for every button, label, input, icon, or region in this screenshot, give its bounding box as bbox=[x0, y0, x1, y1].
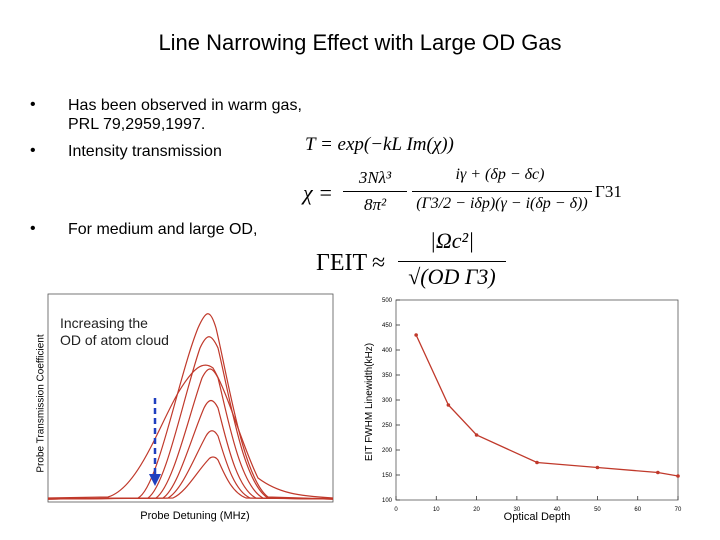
y-tick-label: 450 bbox=[382, 323, 393, 329]
chi-frac1-line bbox=[343, 191, 407, 192]
linewidth-data-point bbox=[656, 470, 660, 475]
spectrum-curve-4 bbox=[47, 368, 334, 500]
y-tick-label: 100 bbox=[382, 498, 393, 504]
bullet-1-line-1: Has been observed in warm gas, bbox=[68, 97, 302, 114]
chi-den1: 8π² bbox=[363, 195, 387, 214]
linewidth-data-point bbox=[535, 460, 539, 465]
eit-frac-line bbox=[398, 261, 506, 262]
linewidth-series-points bbox=[414, 333, 680, 478]
chi-num1: 3Nλ³ bbox=[358, 168, 392, 187]
chart-ylabel: EIT FWHM Linewidth(kHz) bbox=[364, 343, 375, 461]
bullet-marker-2: • bbox=[30, 142, 36, 159]
spectrum-curve-1 bbox=[47, 364, 334, 499]
eit-lhs: ΓEIT bbox=[316, 250, 368, 276]
spectra-curves bbox=[47, 313, 334, 500]
od-annotation: Increasing the OD of atom cloud bbox=[60, 315, 169, 349]
y-tick-label: 400 bbox=[382, 348, 393, 354]
spectrum-curve-5 bbox=[47, 399, 334, 500]
x-tick-label: 70 bbox=[675, 507, 682, 513]
bullet-marker-3: • bbox=[30, 220, 36, 237]
transmission-spectra-plot bbox=[47, 293, 334, 503]
eit-num: |Ωc²| bbox=[429, 228, 475, 253]
chart-frame bbox=[395, 299, 679, 501]
x-tick-label: 20 bbox=[473, 507, 480, 513]
x-tick-label: 50 bbox=[594, 507, 601, 513]
bullet-marker-1: • bbox=[30, 96, 36, 113]
chi-factor: Γ31 bbox=[595, 182, 622, 201]
y-tick-label: 300 bbox=[382, 398, 393, 404]
linewidth-data-point bbox=[446, 403, 451, 407]
od-annotation-line-2: OD of atom cloud bbox=[60, 332, 169, 348]
y-tick-label: 200 bbox=[382, 448, 393, 454]
chi-num2: iγ + (δp − δc) bbox=[455, 166, 545, 183]
spectrum-curve-7 bbox=[47, 456, 334, 500]
bullet-text-3: For medium and large OD, bbox=[68, 221, 258, 238]
bullet-text-2: Intensity transmission bbox=[68, 143, 222, 160]
spectrum-curve-2 bbox=[47, 313, 334, 500]
x-tick-label: 0 bbox=[394, 507, 398, 513]
linewidth-data-point bbox=[676, 474, 680, 478]
x-tick-label: 40 bbox=[554, 507, 561, 513]
bullet-1-line-2: PRL 79,2959,1997. bbox=[68, 116, 206, 133]
eit-den: √(OD Γ3) bbox=[408, 264, 496, 289]
x-tick-label: 60 bbox=[634, 507, 641, 513]
spectrum-curve-6 bbox=[47, 430, 334, 500]
od-increase-arrowhead bbox=[149, 474, 161, 486]
linewidth-data-point bbox=[414, 333, 418, 337]
y-tick-label: 150 bbox=[382, 473, 393, 479]
bullet-text-1: Has been observed in warm gas, PRL 79,29… bbox=[68, 96, 302, 134]
linewidth-data-point bbox=[474, 433, 479, 437]
equation-transmission: T = exp(−kL Im(χ)) bbox=[305, 134, 454, 155]
x-tick-label: 10 bbox=[433, 507, 440, 513]
spectrum-curve-3 bbox=[47, 336, 334, 500]
chart-ticks: 0 10 20 30 40 50 60 70 100 150 200 250 300 350 400 450 5… bbox=[382, 298, 682, 513]
chi-frac2-line bbox=[412, 191, 592, 192]
chi-den2: (Γ3/2 − iδp)(γ − i(δp − δ)) bbox=[416, 195, 588, 212]
y-tick-label: 350 bbox=[382, 373, 393, 379]
eit-approx: ≈ bbox=[372, 250, 386, 276]
spectra-xlabel: Probe Detuning (MHz) bbox=[140, 510, 250, 522]
linewidth-chart: 0 10 20 30 40 50 60 70 100 150 200 250 300 350 400 450 5… bbox=[364, 298, 682, 523]
od-annotation-line-1: Increasing the bbox=[60, 315, 148, 331]
chi-lhs: χ = bbox=[303, 180, 334, 205]
y-tick-label: 250 bbox=[382, 423, 393, 429]
spectra-ylabel: Probe Transmission Coefficient bbox=[35, 334, 47, 473]
chart-xlabel: Optical Depth bbox=[504, 511, 571, 523]
y-tick-label: 500 bbox=[382, 298, 393, 304]
x-tick-label: 30 bbox=[514, 507, 521, 513]
linewidth-data-point bbox=[595, 465, 600, 470]
slide-title: Line Narrowing Effect with Large OD Gas bbox=[158, 30, 562, 55]
